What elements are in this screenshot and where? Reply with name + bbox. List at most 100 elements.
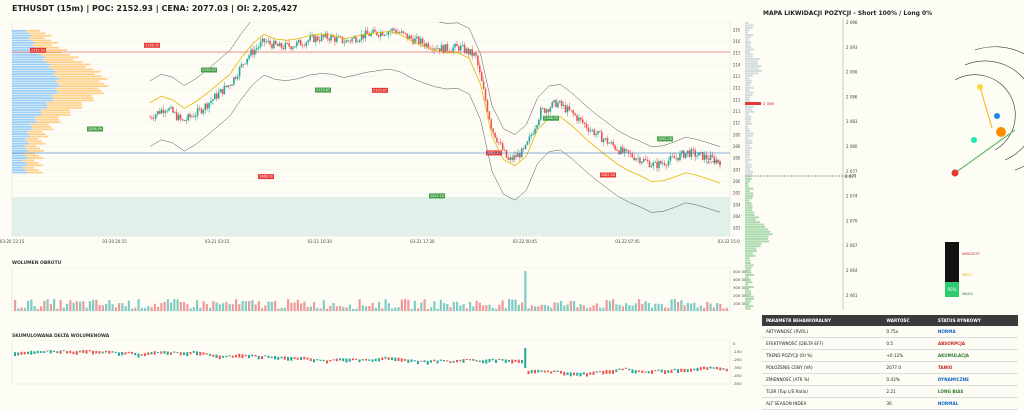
liq-y-tick: 2 093 — [846, 45, 858, 50]
candle — [227, 85, 229, 88]
liquidation-level — [745, 26, 753, 29]
volume-bar — [426, 308, 429, 311]
volume-bar — [540, 304, 543, 311]
y-tick-label: 2120 — [733, 97, 740, 102]
volume-bar — [586, 308, 589, 311]
candle — [444, 44, 447, 53]
delta-bar — [131, 351, 133, 354]
volume-bar — [267, 301, 270, 311]
candle — [408, 35, 411, 39]
delta-bar — [634, 370, 637, 374]
volume-bar — [329, 305, 332, 311]
gauge-mid-label: NETO — [962, 273, 972, 277]
volume-bar — [274, 301, 277, 311]
delta-bar — [381, 357, 384, 361]
table-header: PARAMETR BEHAWIORALNY — [762, 315, 883, 326]
delta-bar — [137, 353, 140, 358]
price-annotation: 2053.10 — [430, 194, 444, 198]
delta-bar — [241, 354, 244, 359]
candle — [522, 148, 525, 150]
volume-bar — [521, 302, 524, 311]
delta-bar — [534, 369, 536, 374]
delta-bar — [280, 356, 283, 359]
delta-bar — [374, 358, 377, 362]
candle — [631, 153, 634, 158]
delta-bar — [423, 360, 426, 363]
delta-bar — [547, 370, 549, 373]
delta-bar — [183, 352, 185, 356]
liquidation-level — [745, 125, 749, 128]
delta-bar — [599, 371, 601, 373]
volume-bar — [163, 301, 166, 311]
candle — [448, 50, 451, 52]
volume-bar — [488, 304, 491, 311]
liquidation-level — [745, 283, 749, 286]
y-tick-label: 2128 — [733, 86, 740, 91]
volume-bar — [157, 306, 160, 311]
volume-bar — [108, 300, 111, 311]
volume-bar — [527, 308, 530, 311]
candle — [368, 34, 371, 36]
candle — [160, 109, 163, 114]
liquidation-level — [745, 161, 749, 164]
volume-bar — [660, 304, 663, 311]
delta-bar — [157, 351, 159, 354]
candle — [290, 46, 292, 50]
volume-bar — [306, 307, 309, 311]
volume-bar — [36, 308, 39, 311]
candle — [172, 107, 174, 113]
delta-bar — [644, 371, 647, 373]
candle — [170, 107, 172, 109]
liquidation-level — [745, 70, 762, 72]
delta-bar — [313, 359, 315, 363]
candle — [559, 101, 561, 103]
delta-bar — [716, 366, 718, 370]
candle — [440, 45, 443, 52]
volume-bar — [443, 303, 446, 311]
delta-bar — [667, 370, 670, 373]
volume-bar — [316, 307, 319, 311]
y-tick-label: 2136 — [733, 74, 740, 79]
candle — [509, 157, 512, 160]
volume-bar — [40, 306, 43, 311]
candle — [316, 36, 319, 41]
volume-bar — [413, 300, 416, 311]
liquidation-level — [745, 250, 757, 252]
liquidation-level — [745, 262, 751, 264]
y-tick-label: 2032 — [733, 226, 740, 231]
delta-bar — [140, 354, 143, 356]
candle — [414, 38, 416, 44]
delta-bar — [378, 358, 380, 362]
candle — [473, 52, 475, 56]
liquidation-level — [745, 50, 750, 53]
candle — [353, 37, 355, 39]
volume-bar — [446, 304, 449, 311]
delta-bar — [712, 367, 715, 369]
volume-y-tick: 100 000 — [733, 301, 749, 306]
delta-bar — [465, 358, 468, 361]
volume-bar — [290, 302, 293, 311]
liq-y-tick: 2 086 — [846, 94, 858, 99]
candle — [397, 32, 399, 33]
candle — [391, 28, 393, 31]
volume-bar — [225, 301, 228, 311]
candle — [715, 159, 717, 163]
candle — [656, 162, 658, 169]
candle — [267, 40, 269, 42]
candle — [616, 149, 618, 151]
x-tick-label: 03-22 15:00 — [718, 239, 740, 244]
candle — [635, 158, 637, 161]
delta-bar — [257, 355, 260, 360]
candle — [255, 48, 258, 50]
delta-bar — [475, 359, 478, 362]
volume-bar — [387, 303, 390, 311]
volume-bar — [335, 306, 338, 311]
candle — [620, 147, 622, 155]
candle — [642, 159, 645, 162]
value-cell: 2.21 — [882, 385, 934, 398]
volume-bar — [638, 299, 641, 311]
liquidation-level — [745, 286, 754, 288]
delta-bar — [709, 366, 712, 369]
candle — [217, 92, 220, 99]
liquidation-price-label: 2 077 — [845, 174, 857, 179]
